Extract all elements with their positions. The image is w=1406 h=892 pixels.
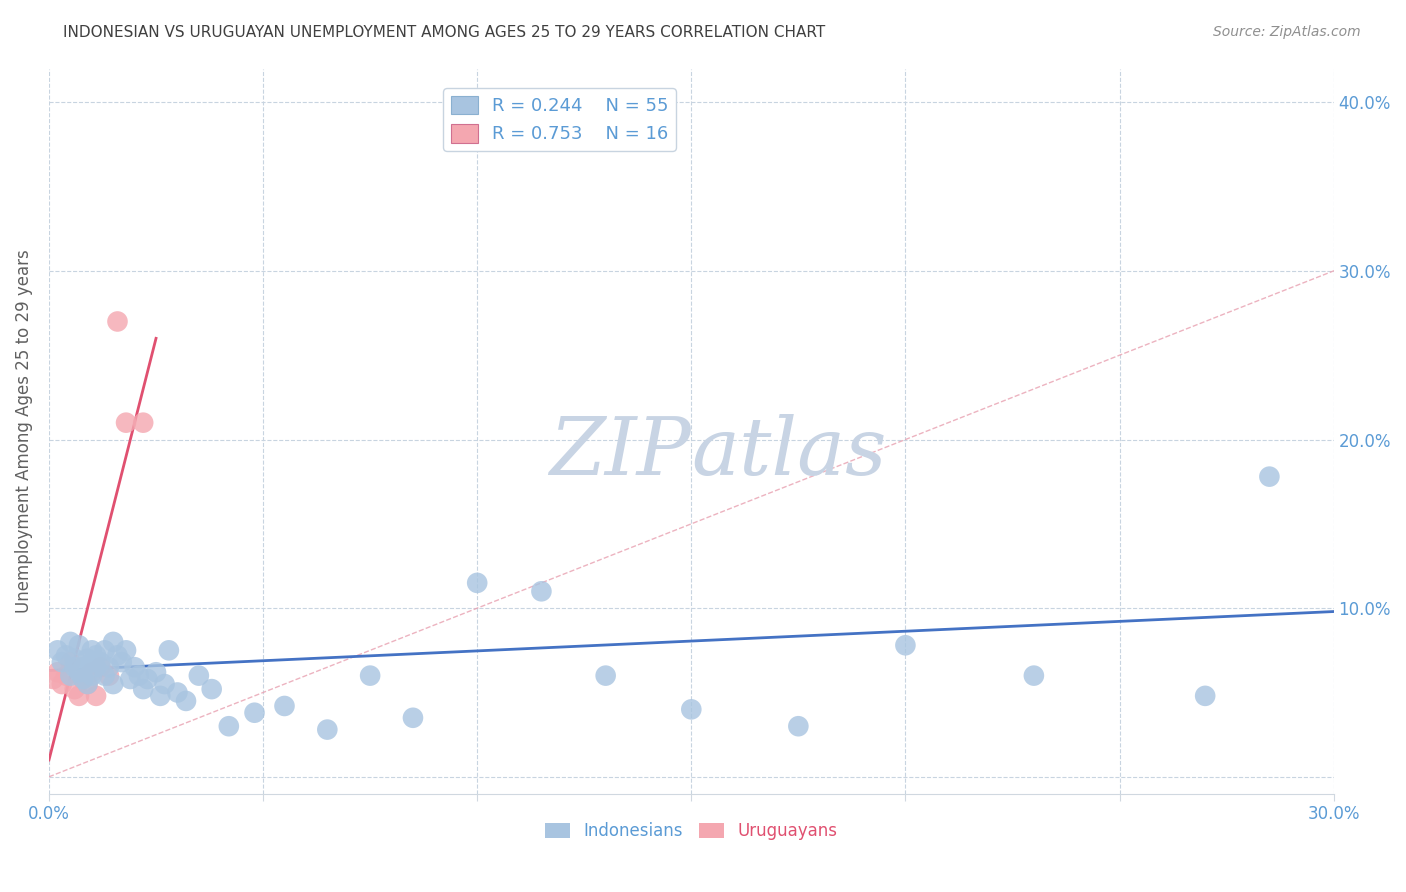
Point: [243, 706, 266, 720]
Point: [72, 672, 94, 686]
Point: [465, 575, 488, 590]
Point: [55, 668, 77, 682]
Point: [103, 635, 125, 649]
Point: [359, 668, 381, 682]
Point: [80, 668, 103, 682]
Point: [1194, 689, 1216, 703]
Point: [153, 677, 176, 691]
Point: [787, 719, 810, 733]
Point: [93, 668, 115, 682]
Text: atlas: atlas: [692, 414, 887, 491]
Point: [84, 648, 107, 663]
Point: [59, 635, 82, 649]
Point: [187, 668, 209, 682]
Point: [1258, 469, 1281, 483]
Point: [166, 685, 188, 699]
Point: [51, 655, 73, 669]
Point: [316, 723, 339, 737]
Point: [46, 643, 69, 657]
Point: [157, 643, 180, 657]
Point: [145, 665, 167, 680]
Point: [72, 672, 94, 686]
Point: [80, 665, 103, 680]
Point: [76, 652, 98, 666]
Point: [218, 719, 240, 733]
Point: [894, 638, 917, 652]
Point: [128, 668, 150, 682]
Y-axis label: Unemployment Among Ages 25 to 29 years: Unemployment Among Ages 25 to 29 years: [15, 249, 32, 613]
Point: [595, 668, 617, 682]
Point: [107, 648, 129, 663]
Point: [530, 584, 553, 599]
Point: [174, 694, 197, 708]
Point: [115, 416, 138, 430]
Point: [67, 638, 90, 652]
Point: [46, 665, 69, 680]
Point: [63, 682, 86, 697]
Point: [67, 665, 90, 680]
Point: [132, 682, 155, 697]
Point: [681, 702, 703, 716]
Point: [89, 655, 111, 669]
Point: [59, 668, 82, 682]
Point: [273, 698, 295, 713]
Point: [115, 643, 138, 657]
Point: [402, 711, 425, 725]
Text: Source: ZipAtlas.com: Source: ZipAtlas.com: [1213, 25, 1361, 39]
Point: [149, 689, 172, 703]
Point: [51, 677, 73, 691]
Point: [93, 643, 115, 657]
Point: [67, 689, 90, 703]
Point: [132, 416, 155, 430]
Point: [63, 660, 86, 674]
Point: [76, 677, 98, 691]
Point: [89, 660, 111, 674]
Point: [84, 689, 107, 703]
Point: [76, 677, 98, 691]
Point: [72, 660, 94, 674]
Point: [42, 672, 65, 686]
Text: ZIP: ZIP: [550, 414, 692, 491]
Point: [80, 655, 103, 669]
Legend: R = 0.244    N = 55, R = 0.753    N = 16: R = 0.244 N = 55, R = 0.753 N = 16: [443, 88, 676, 151]
Point: [120, 672, 142, 686]
Point: [55, 648, 77, 663]
Point: [59, 655, 82, 669]
Point: [201, 682, 224, 697]
Point: [84, 660, 107, 674]
Point: [97, 660, 120, 674]
Point: [1022, 668, 1045, 682]
Point: [80, 643, 103, 657]
Point: [111, 655, 134, 669]
Point: [97, 668, 120, 682]
Text: INDONESIAN VS URUGUAYAN UNEMPLOYMENT AMONG AGES 25 TO 29 YEARS CORRELATION CHART: INDONESIAN VS URUGUAYAN UNEMPLOYMENT AMO…: [63, 25, 825, 40]
Point: [124, 660, 146, 674]
Point: [103, 677, 125, 691]
Point: [136, 672, 159, 686]
Point: [63, 652, 86, 666]
Point: [107, 314, 129, 328]
